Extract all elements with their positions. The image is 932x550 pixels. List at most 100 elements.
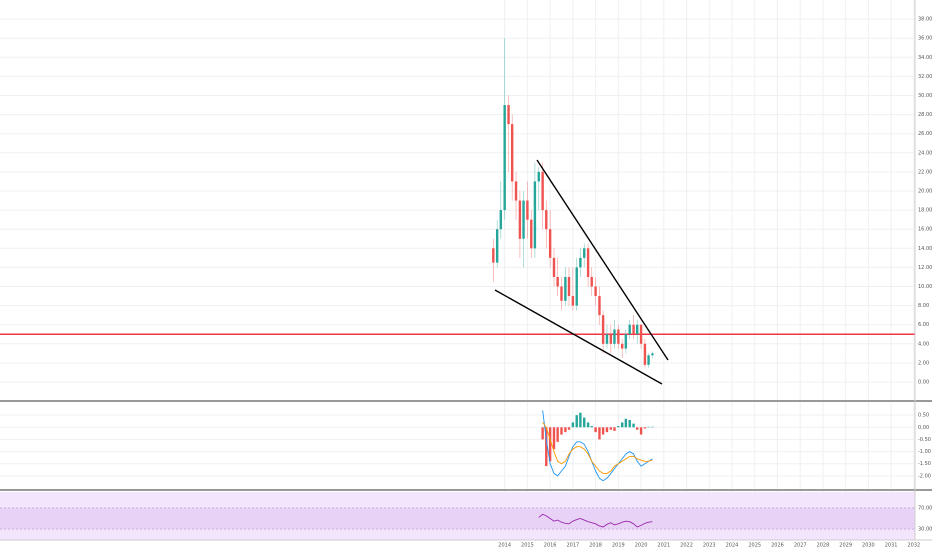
candle-body — [571, 296, 575, 306]
candle-body — [552, 257, 556, 277]
trend-line — [536, 159, 669, 361]
candle-body — [567, 276, 571, 297]
y-tick-label: 30.00 — [918, 93, 932, 99]
x-tick-label: 2032 — [907, 543, 920, 549]
candle-body — [575, 267, 578, 306]
candle-body — [492, 248, 495, 263]
x-tick-label: 2022 — [680, 543, 693, 549]
y-tick-label: -2.00 — [918, 473, 931, 479]
candle-body — [628, 324, 631, 335]
macd-histogram-bar — [632, 423, 635, 428]
candle-body — [522, 200, 525, 239]
candle-body — [560, 286, 563, 301]
candle-body — [613, 329, 616, 344]
macd-histogram-bar — [621, 422, 624, 428]
x-tick-label: 2029 — [839, 543, 852, 549]
candle-body — [507, 105, 510, 125]
candle-body — [495, 229, 499, 263]
y-tick-label: 4.00 — [918, 341, 929, 347]
macd-histogram-bar — [552, 427, 556, 450]
candle-body — [548, 229, 552, 258]
macd-histogram-bar — [564, 427, 567, 433]
candle-body — [541, 171, 544, 211]
macd-histogram-bar — [609, 427, 613, 430]
macd-histogram-bar — [601, 427, 605, 435]
macd-histogram-bar — [624, 418, 628, 428]
macd-histogram-bar — [575, 415, 578, 428]
y-tick-label: 12.00 — [918, 265, 932, 271]
candle-body — [556, 276, 559, 287]
candle-body — [636, 324, 639, 335]
candle-body — [605, 334, 609, 344]
candle-body — [564, 276, 567, 301]
macd-histogram-bar — [556, 427, 559, 442]
macd-histogram-bar — [598, 427, 601, 440]
candle-body — [545, 210, 548, 230]
y-tick-label: 6.00 — [918, 322, 929, 328]
macd-histogram-bar — [567, 427, 571, 430]
x-tick-label: 2028 — [817, 543, 830, 549]
y-tick-label: 70.00 — [918, 505, 932, 511]
candle-body — [594, 286, 597, 297]
x-tick-label: 2030 — [862, 543, 875, 549]
y-tick-label: -0.50 — [918, 437, 931, 443]
y-tick-label: 30.00 — [918, 527, 932, 533]
y-tick-label: 24.00 — [918, 150, 932, 156]
y-tick-label: 0.00 — [918, 380, 929, 386]
candle-body — [533, 181, 537, 249]
candle-body — [514, 181, 518, 201]
candle-body — [643, 343, 647, 365]
candle-body — [647, 355, 650, 365]
axes: 0.00 2.00 4.00 6.00 8.00 10.00 12.00 14.00 16.00… — [498, 17, 932, 549]
macd-histogram-bar — [590, 426, 593, 428]
y-tick-label: 20.00 — [918, 189, 932, 195]
macd-histogram-bar — [586, 422, 590, 428]
macd-histogram-bar — [560, 427, 563, 435]
candle-body — [590, 276, 593, 287]
candle-body — [617, 329, 620, 344]
rsi-line — [538, 513, 653, 528]
candle-body — [639, 324, 643, 344]
candle-body — [632, 324, 635, 335]
macd-histogram-bar — [639, 427, 643, 435]
plot — [0, 38, 915, 528]
macd-histogram-bar — [541, 427, 544, 440]
x-tick-label: 2031 — [885, 543, 898, 549]
macd-histogram-bar — [548, 427, 552, 462]
y-tick-label: 32.00 — [918, 74, 932, 80]
y-tick-label: 22.00 — [918, 169, 932, 175]
y-tick-label: 34.00 — [918, 55, 932, 61]
macd-histogram-bar — [628, 420, 631, 428]
macd-histogram-bar — [583, 417, 586, 428]
x-tick-label: 2014 — [498, 543, 511, 549]
x-tick-label: 2016 — [544, 543, 557, 549]
y-tick-label: -1.00 — [918, 449, 931, 455]
candle-body — [503, 105, 506, 211]
candle-body — [537, 171, 540, 182]
candle-body — [651, 353, 654, 356]
x-tick-label: 2024 — [726, 543, 739, 549]
candle-body — [609, 334, 613, 344]
candle-body — [530, 219, 533, 249]
y-tick-label: 0.00 — [918, 425, 929, 431]
x-tick-label: 2027 — [794, 543, 807, 549]
macd-line — [542, 410, 653, 482]
candle-body — [510, 124, 514, 182]
x-tick-label: 2020 — [635, 543, 648, 549]
y-tick-label: 38.00 — [918, 17, 932, 23]
candle-body — [579, 257, 582, 268]
x-tick-label: 2017 — [567, 543, 580, 549]
trend-line — [494, 289, 663, 385]
macd-line — [542, 422, 653, 474]
macd-histogram-bar — [545, 427, 548, 467]
candle-body — [586, 248, 590, 277]
y-tick-label: 26.00 — [918, 131, 932, 137]
macd-histogram-bar — [651, 426, 654, 428]
candle-body — [601, 315, 605, 344]
y-tick-label: 16.00 — [918, 227, 932, 233]
x-tick-label: 2023 — [703, 543, 716, 549]
candle-body — [499, 210, 503, 230]
candle-body — [526, 200, 529, 220]
macd-histogram-bar — [571, 422, 575, 428]
